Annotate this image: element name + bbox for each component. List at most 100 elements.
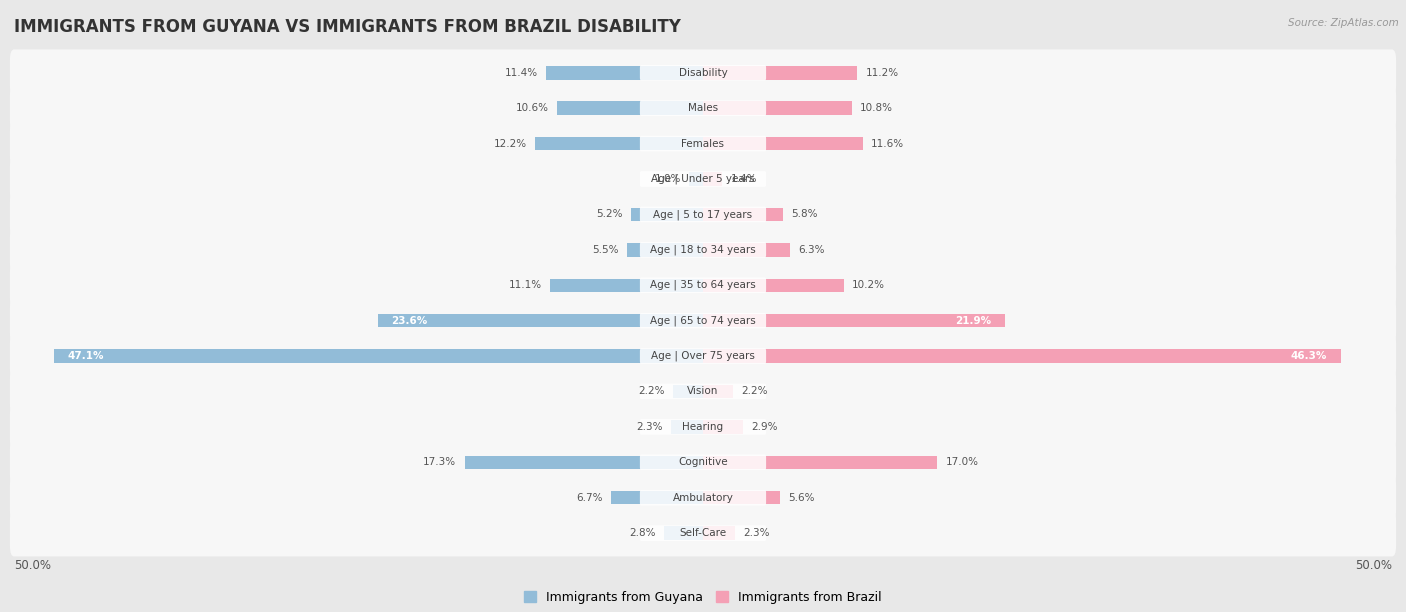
Bar xyxy=(703,102,852,115)
Text: 2.8%: 2.8% xyxy=(630,528,657,538)
FancyBboxPatch shape xyxy=(10,191,1396,238)
Bar xyxy=(671,420,703,433)
Text: 5.5%: 5.5% xyxy=(592,245,619,255)
Text: 11.2%: 11.2% xyxy=(866,68,898,78)
Bar xyxy=(703,173,723,185)
Text: 2.2%: 2.2% xyxy=(638,386,665,397)
Text: 5.8%: 5.8% xyxy=(792,209,818,220)
Text: Vision: Vision xyxy=(688,386,718,397)
Bar xyxy=(550,278,703,292)
Text: Age | Over 75 years: Age | Over 75 years xyxy=(651,351,755,361)
Text: Males: Males xyxy=(688,103,718,113)
Text: 17.3%: 17.3% xyxy=(423,457,457,468)
FancyBboxPatch shape xyxy=(10,50,1396,96)
FancyBboxPatch shape xyxy=(640,207,766,222)
Text: 50.0%: 50.0% xyxy=(1355,559,1392,572)
Text: 2.3%: 2.3% xyxy=(742,528,769,538)
Text: 2.2%: 2.2% xyxy=(741,386,768,397)
FancyBboxPatch shape xyxy=(10,403,1396,450)
Text: Hearing: Hearing xyxy=(682,422,724,432)
Text: 6.3%: 6.3% xyxy=(799,245,824,255)
Text: IMMIGRANTS FROM GUYANA VS IMMIGRANTS FROM BRAZIL DISABILITY: IMMIGRANTS FROM GUYANA VS IMMIGRANTS FRO… xyxy=(14,18,681,36)
Text: 10.2%: 10.2% xyxy=(852,280,884,290)
FancyBboxPatch shape xyxy=(10,120,1396,167)
Text: 47.1%: 47.1% xyxy=(67,351,104,361)
Text: 10.8%: 10.8% xyxy=(860,103,893,113)
Bar xyxy=(557,102,703,115)
Text: Age | 65 to 74 years: Age | 65 to 74 years xyxy=(650,315,756,326)
FancyBboxPatch shape xyxy=(640,348,766,364)
Text: Cognitive: Cognitive xyxy=(678,457,728,468)
Text: 1.4%: 1.4% xyxy=(731,174,756,184)
Bar xyxy=(703,66,858,80)
Bar xyxy=(689,173,703,185)
Bar xyxy=(464,455,703,469)
Bar xyxy=(631,207,703,221)
Text: 5.6%: 5.6% xyxy=(789,493,815,502)
Text: 2.3%: 2.3% xyxy=(637,422,664,432)
Bar xyxy=(703,349,1341,363)
FancyBboxPatch shape xyxy=(10,368,1396,415)
Text: 6.7%: 6.7% xyxy=(576,493,602,502)
FancyBboxPatch shape xyxy=(10,333,1396,379)
Bar xyxy=(703,526,735,540)
FancyBboxPatch shape xyxy=(10,85,1396,132)
Bar xyxy=(703,420,742,433)
Text: 5.2%: 5.2% xyxy=(596,209,623,220)
FancyBboxPatch shape xyxy=(640,136,766,151)
Text: 12.2%: 12.2% xyxy=(494,138,527,149)
FancyBboxPatch shape xyxy=(10,510,1396,556)
Bar xyxy=(703,137,863,151)
Text: 23.6%: 23.6% xyxy=(392,316,427,326)
FancyBboxPatch shape xyxy=(640,455,766,470)
FancyBboxPatch shape xyxy=(10,262,1396,308)
FancyBboxPatch shape xyxy=(640,65,766,81)
Bar xyxy=(53,349,703,363)
FancyBboxPatch shape xyxy=(10,155,1396,203)
Text: Age | Under 5 years: Age | Under 5 years xyxy=(651,174,755,184)
FancyBboxPatch shape xyxy=(10,297,1396,344)
Bar xyxy=(378,314,703,327)
FancyBboxPatch shape xyxy=(640,242,766,258)
FancyBboxPatch shape xyxy=(640,277,766,293)
Bar xyxy=(703,207,783,221)
Text: Source: ZipAtlas.com: Source: ZipAtlas.com xyxy=(1288,18,1399,28)
Text: 2.9%: 2.9% xyxy=(751,422,778,432)
Text: 21.9%: 21.9% xyxy=(955,316,991,326)
Bar xyxy=(546,66,703,80)
Bar xyxy=(703,455,938,469)
FancyBboxPatch shape xyxy=(640,419,766,435)
Text: 1.0%: 1.0% xyxy=(655,174,681,184)
FancyBboxPatch shape xyxy=(640,384,766,399)
Text: Ambulatory: Ambulatory xyxy=(672,493,734,502)
Text: Self-Care: Self-Care xyxy=(679,528,727,538)
Text: Females: Females xyxy=(682,138,724,149)
Text: 17.0%: 17.0% xyxy=(945,457,979,468)
Text: 11.6%: 11.6% xyxy=(872,138,904,149)
Bar xyxy=(610,491,703,504)
Bar xyxy=(534,137,703,151)
Bar xyxy=(703,278,844,292)
Bar xyxy=(703,385,734,398)
Text: Age | 18 to 34 years: Age | 18 to 34 years xyxy=(650,245,756,255)
Text: 11.1%: 11.1% xyxy=(509,280,541,290)
Legend: Immigrants from Guyana, Immigrants from Brazil: Immigrants from Guyana, Immigrants from … xyxy=(519,586,887,609)
Text: Disability: Disability xyxy=(679,68,727,78)
Text: 11.4%: 11.4% xyxy=(505,68,537,78)
FancyBboxPatch shape xyxy=(640,490,766,506)
FancyBboxPatch shape xyxy=(640,313,766,329)
Bar xyxy=(672,385,703,398)
Bar xyxy=(703,491,780,504)
Text: 46.3%: 46.3% xyxy=(1291,351,1327,361)
FancyBboxPatch shape xyxy=(640,525,766,541)
FancyBboxPatch shape xyxy=(10,439,1396,486)
FancyBboxPatch shape xyxy=(640,171,766,187)
Bar xyxy=(665,526,703,540)
FancyBboxPatch shape xyxy=(10,226,1396,273)
FancyBboxPatch shape xyxy=(10,474,1396,521)
Bar xyxy=(703,314,1005,327)
FancyBboxPatch shape xyxy=(640,100,766,116)
Text: 10.6%: 10.6% xyxy=(516,103,548,113)
Text: Age | 35 to 64 years: Age | 35 to 64 years xyxy=(650,280,756,291)
Bar xyxy=(703,243,790,256)
